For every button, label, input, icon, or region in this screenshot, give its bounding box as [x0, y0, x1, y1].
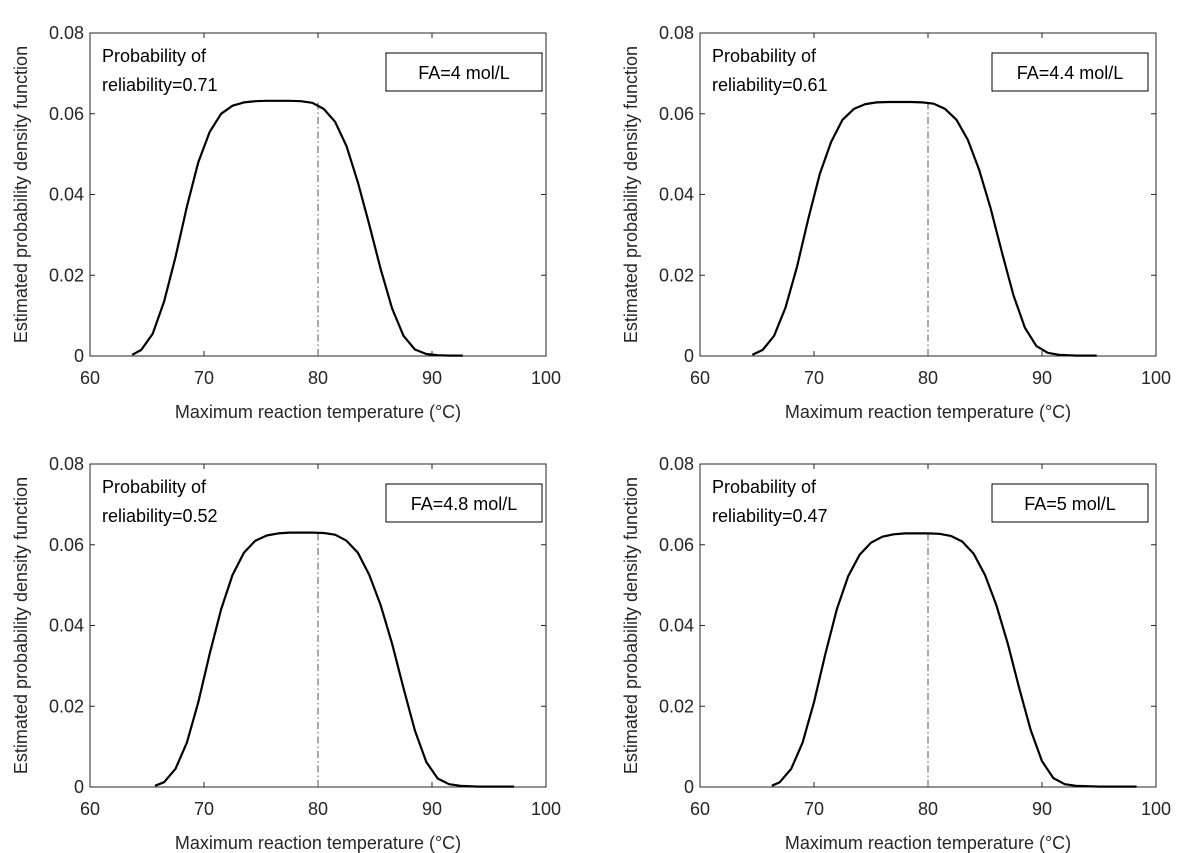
y-tick-label: 0: [74, 777, 84, 797]
y-tick-label: 0.08: [49, 23, 84, 43]
reliability-annotation: Probability of: [102, 46, 207, 66]
x-tick-label: 100: [1141, 799, 1171, 819]
x-tick-label: 90: [1032, 368, 1052, 388]
y-axis-label: Estimated probability density function: [11, 46, 31, 343]
x-tick-label: 100: [531, 799, 561, 819]
x-tick-label: 100: [1141, 368, 1171, 388]
y-tick-label: 0.08: [49, 454, 84, 474]
y-axis-label: Estimated probability density function: [621, 46, 641, 343]
x-tick-label: 60: [690, 368, 710, 388]
x-tick-label: 80: [308, 799, 328, 819]
y-tick-label: 0.06: [49, 104, 84, 124]
x-axis-label: Maximum reaction temperature (°C): [785, 833, 1071, 853]
legend-box: [991, 483, 1149, 523]
x-tick-label: 90: [422, 368, 442, 388]
x-axis-label: Maximum reaction temperature (°C): [175, 402, 461, 422]
y-axis-label: Estimated probability density function: [621, 477, 641, 774]
reliability-annotation: Probability of: [712, 477, 817, 497]
chart-panel-bottom-left: 60 70 80 90 100 0 0.02 0.04 0.06 0.08 Maximum reac…: [11, 454, 561, 853]
x-tick-label: 90: [1032, 799, 1052, 819]
reliability-annotation: reliability=0.47: [712, 506, 828, 526]
pdf-curve: [154, 531, 515, 788]
legend-box-label: FA=4 mol/L: [418, 63, 510, 83]
y-tick-label: 0.02: [49, 265, 84, 285]
x-tick-label: 70: [804, 799, 824, 819]
reliability-annotation: reliability=0.61: [712, 75, 828, 95]
reliability-annotation: reliability=0.52: [102, 506, 218, 526]
x-tick-label: 80: [918, 799, 938, 819]
legend-box: [385, 483, 543, 523]
y-tick-label: 0.02: [659, 696, 694, 716]
y-tick-label: 0: [684, 346, 694, 366]
y-tick-label: 0.08: [659, 23, 694, 43]
x-tick-label: 100: [531, 368, 561, 388]
x-tick-label: 80: [308, 368, 328, 388]
y-tick-label: 0.04: [49, 616, 84, 636]
chart-panel-top-left: 60 70 80 90 100 0 0.02 0.04 0.06 0.08 Maximum reac…: [11, 23, 561, 422]
legend-box-label: FA=4.8 mol/L: [411, 494, 518, 514]
x-tick-label: 60: [80, 368, 100, 388]
x-tick-label: 70: [194, 368, 214, 388]
y-tick-label: 0.04: [49, 185, 84, 205]
reliability-annotation: Probability of: [102, 477, 207, 497]
y-tick-label: 0: [74, 346, 84, 366]
y-tick-label: 0.04: [659, 616, 694, 636]
pdf-curve: [751, 100, 1097, 357]
reliability-annotation: Probability of: [712, 46, 817, 66]
x-tick-label: 60: [690, 799, 710, 819]
legend-box-label: FA=5 mol/L: [1024, 494, 1116, 514]
y-tick-label: 0.06: [659, 104, 694, 124]
x-tick-label: 70: [194, 799, 214, 819]
y-tick-label: 0.02: [659, 265, 694, 285]
pdf-curve: [771, 532, 1137, 788]
legend-box: [385, 52, 543, 92]
pdf-curve: [131, 99, 463, 357]
y-tick-label: 0.08: [659, 454, 694, 474]
x-tick-label: 90: [422, 799, 442, 819]
reliability-annotation: reliability=0.71: [102, 75, 218, 95]
x-tick-label: 60: [80, 799, 100, 819]
chart-panel-top-right: 60 70 80 90 100 0 0.02 0.04 0.06 0.08 Maximum reac…: [621, 23, 1171, 422]
x-tick-label: 70: [804, 368, 824, 388]
legend-box-label: FA=4.4 mol/L: [1017, 63, 1124, 83]
y-tick-label: 0.04: [659, 185, 694, 205]
chart-panel-bottom-right: 60 70 80 90 100 0 0.02 0.04 0.06 0.08 Maximum reac…: [621, 454, 1171, 853]
y-tick-label: 0.02: [49, 696, 84, 716]
x-axis-label: Maximum reaction temperature (°C): [175, 833, 461, 853]
x-axis-label: Maximum reaction temperature (°C): [785, 402, 1071, 422]
y-tick-label: 0.06: [49, 535, 84, 555]
y-axis-label: Estimated probability density function: [11, 477, 31, 774]
x-tick-label: 80: [918, 368, 938, 388]
y-tick-label: 0: [684, 777, 694, 797]
y-tick-label: 0.06: [659, 535, 694, 555]
legend-box: [991, 52, 1149, 92]
